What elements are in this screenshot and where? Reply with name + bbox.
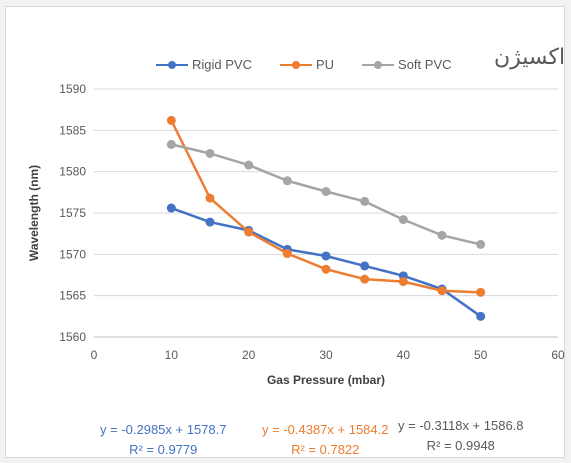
legend-label-rigid-pvc: Rigid PVC: [192, 57, 252, 72]
series-point-1: [321, 264, 331, 274]
x-tick-label: 0: [91, 348, 98, 362]
series-point-1: [398, 277, 408, 287]
chart-title: اکسیژن: [494, 45, 566, 70]
x-tick-label: 60: [551, 348, 565, 362]
y-tick-label: 1575: [59, 206, 86, 220]
equation-text: y = -0.4387x + 1584.2: [262, 422, 389, 437]
y-tick-label: 1585: [59, 123, 86, 137]
series-point-1: [360, 274, 370, 284]
y-tick-label: 1580: [59, 165, 86, 179]
r-squared-text: R² = 0.9948: [426, 438, 495, 453]
y-tick-label: 1570: [59, 247, 86, 261]
r-squared-text: R² = 0.9779: [129, 442, 198, 457]
legend-swatch-rigid-pvc: [156, 60, 188, 69]
series-point-2: [282, 176, 292, 186]
legend-swatch-soft-pvc: [362, 60, 395, 69]
series-line-0: [170, 206, 482, 318]
y-tick-label: 1590: [59, 82, 86, 96]
series-point-0: [166, 203, 176, 213]
legend-item-soft-pvc: Soft PVC: [362, 57, 452, 72]
y-axis-title: Wavelength (nm): [27, 165, 41, 261]
series-point-1: [476, 287, 486, 297]
trendline-equation-pu: y = -0.4387x + 1584.2 R² = 0.7822: [262, 420, 388, 460]
series-point-2: [244, 160, 254, 170]
series-point-1: [282, 249, 292, 259]
series-point-2: [437, 230, 447, 240]
legend-item-rigid-pvc: Rigid PVC: [156, 57, 252, 72]
trendline-equation-rigid-pvc: y = -0.2985x + 1578.7 R² = 0.9779: [100, 420, 226, 460]
series-point-1: [437, 286, 447, 296]
equation-text: y = -0.3118x + 1586.8: [398, 418, 524, 433]
series-point-2: [476, 239, 486, 249]
x-tick-label: 10: [165, 348, 179, 362]
equation-text: y = -0.2985x + 1578.7: [100, 422, 227, 437]
trendline-equation-soft-pvc: y = -0.3118x + 1586.8 R² = 0.9948: [398, 416, 524, 456]
chart-card: اکسیژن Rigid PVC PU Soft PVC: [5, 6, 565, 458]
x-tick-label: 30: [319, 348, 333, 362]
x-tick-label: 40: [397, 348, 411, 362]
x-tick-label: 50: [474, 348, 488, 362]
series-point-2: [321, 187, 331, 197]
legend-label-pu: PU: [315, 57, 335, 72]
y-tick-label: 1560: [59, 330, 86, 344]
series-point-0: [321, 251, 331, 261]
plot-area: 1560 1565 1570 1575 1580 1585 1590 0 10 20 30 40 50 6…: [27, 82, 565, 387]
x-tick-label: 20: [242, 348, 256, 362]
series-point-0: [360, 261, 370, 271]
series-point-2: [166, 139, 176, 149]
series-point-2: [205, 148, 215, 158]
series-point-1: [166, 115, 176, 125]
series-point-2: [398, 215, 408, 225]
series-point-2: [360, 196, 370, 206]
y-tick-label: 1565: [59, 289, 86, 303]
x-axis-title: Gas Pressure (mbar): [267, 373, 385, 387]
series-point-1: [205, 193, 215, 203]
series-point-0: [205, 217, 215, 227]
legend: Rigid PVC PU Soft PVC: [156, 57, 452, 72]
series-point-1: [244, 227, 254, 237]
series-point-0: [476, 311, 486, 321]
legend-swatch-pu: [279, 60, 312, 69]
legend-label-soft-pvc: Soft PVC: [398, 57, 452, 72]
r-squared-text: R² = 0.7822: [291, 442, 360, 457]
legend-item-pu: PU: [279, 57, 335, 72]
